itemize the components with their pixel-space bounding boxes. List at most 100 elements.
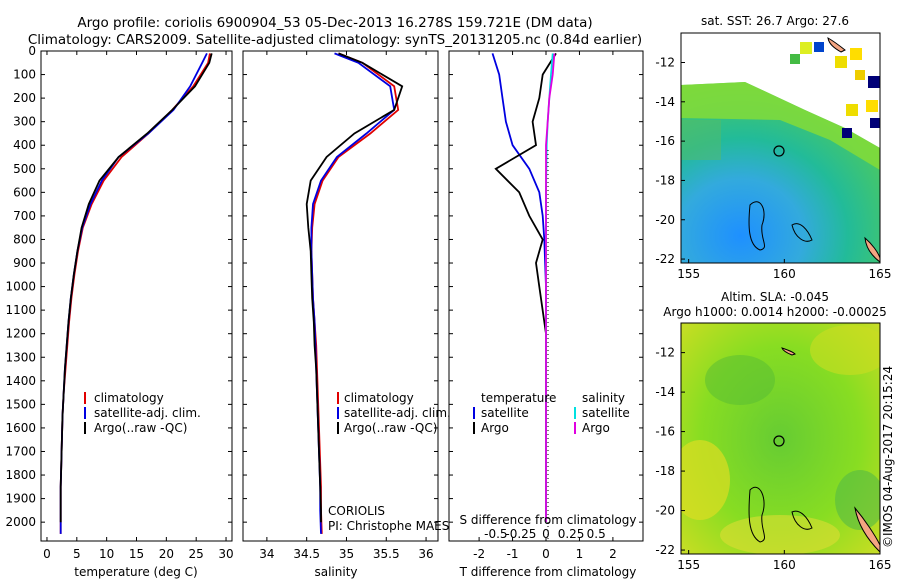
island-outline bbox=[748, 487, 765, 543]
x-tick-label: 2 bbox=[609, 547, 617, 561]
x-tick-label: -1 bbox=[507, 547, 519, 561]
salinity-profiles bbox=[305, 52, 404, 534]
lat-tick-label: -20 bbox=[655, 213, 675, 227]
temperature-panel-frame bbox=[40, 50, 233, 542]
depth-tick-label: 1700 bbox=[5, 444, 36, 458]
depth-tick-label: 700 bbox=[13, 209, 36, 223]
s-difference-tick-label: 0.5 bbox=[587, 527, 606, 541]
landmass bbox=[854, 506, 881, 554]
lat-tick-label: -18 bbox=[655, 173, 675, 187]
legend-temperature-title: temperature bbox=[481, 391, 556, 405]
series-line-temperature-argo bbox=[494, 52, 557, 523]
depth-tick-label: 200 bbox=[13, 91, 36, 105]
x-tick-label: 20 bbox=[159, 547, 174, 561]
salinity-x-axis: 34 34.5 35 35.5 36 bbox=[259, 51, 434, 561]
lon-tick-label: 155 bbox=[677, 558, 700, 572]
landmass bbox=[781, 347, 796, 356]
depth-tick-label: 100 bbox=[13, 68, 36, 82]
x-tick-label: 36 bbox=[418, 547, 433, 561]
depth-tick-label: 1800 bbox=[5, 468, 36, 482]
sst-map-title: sat. SST: 26.7 Argo: 27.6 bbox=[701, 14, 849, 28]
lat-tick-label: -14 bbox=[655, 385, 675, 399]
x-tick-label: 1 bbox=[576, 547, 584, 561]
legend-label-satellite: satellite-adj. clim. bbox=[344, 406, 451, 420]
sst-map-frame bbox=[680, 32, 881, 264]
island-outline bbox=[791, 510, 813, 530]
series-line-satellite-adj-clim- bbox=[310, 52, 396, 534]
sst-map-field bbox=[681, 42, 880, 263]
imos-stamp: ©IMOS 04-Aug-2017 20:15:24 bbox=[881, 366, 895, 548]
legend-label-satellite: satellite-adj. clim. bbox=[94, 406, 201, 420]
legend-label-climatology: climatology bbox=[344, 391, 414, 405]
x-tick-label: 0 bbox=[43, 547, 51, 561]
depth-tick-label: 400 bbox=[13, 138, 36, 152]
depth-tick-label: 300 bbox=[13, 115, 36, 129]
legend-label-temp-argo: Argo bbox=[481, 421, 509, 435]
depth-tick-label: 1300 bbox=[5, 350, 36, 364]
series-line-salinity-argo bbox=[545, 53, 556, 523]
depth-tick-label: 1200 bbox=[5, 327, 36, 341]
x-tick-label: 30 bbox=[218, 547, 233, 561]
x-tick-label: 0 bbox=[542, 547, 550, 561]
series-line-argo-raw-qc- bbox=[59, 53, 213, 523]
x-tick-label: 15 bbox=[129, 547, 144, 561]
x-tick-label: 5 bbox=[73, 547, 81, 561]
lat-tick-label: -16 bbox=[655, 134, 675, 148]
series-line-temperature-satellite bbox=[491, 53, 547, 523]
sla-map-field bbox=[681, 323, 880, 554]
s-difference-tick-label: -0.5 bbox=[484, 527, 507, 541]
sla-map-frame bbox=[680, 322, 881, 555]
x-tick-label: 35 bbox=[339, 547, 354, 561]
s-difference-tick-label: 0 bbox=[542, 527, 550, 541]
island-outline bbox=[748, 201, 765, 251]
lat-tick-label: -22 bbox=[655, 543, 675, 557]
t-difference-label: T difference from climatology bbox=[459, 565, 637, 579]
temperature-axis-label: temperature (deg C) bbox=[74, 565, 197, 579]
depth-tick-label: 900 bbox=[13, 256, 36, 270]
lat-tick-label: -18 bbox=[655, 464, 675, 478]
figure-title-line1: Argo profile: coriolis 6900904_53 05-Dec… bbox=[77, 15, 592, 31]
salinity-axis-label: salinity bbox=[314, 565, 357, 579]
lon-tick-label: 155 bbox=[677, 267, 700, 281]
depth-tick-label: 1600 bbox=[5, 421, 36, 435]
legend-label-sal-satellite: satellite bbox=[582, 406, 630, 420]
lat-tick-label: -12 bbox=[655, 346, 675, 360]
x-tick-label: 34 bbox=[259, 547, 274, 561]
figure-title-line2: Climatology: CARS2009. Satellite-adjuste… bbox=[28, 32, 642, 48]
argo-location-marker bbox=[773, 145, 785, 157]
lon-tick-label: 160 bbox=[773, 267, 796, 281]
depth-tick-label: 2000 bbox=[5, 515, 36, 529]
island-outline bbox=[791, 223, 813, 242]
temperature-profiles bbox=[59, 52, 213, 534]
legend-label-sal-argo: Argo bbox=[582, 421, 610, 435]
x-tick-label: 34.5 bbox=[293, 547, 320, 561]
x-tick-label: 10 bbox=[99, 547, 114, 561]
s-difference-tick-label: -0.25 bbox=[505, 527, 536, 541]
institution-label: CORIOLIS bbox=[328, 504, 385, 518]
legend-label-climatology: climatology bbox=[94, 391, 164, 405]
sla-map-title-line2: Argo h1000: 0.0014 h2000: -0.00025 bbox=[663, 305, 886, 319]
depth-tick-label: 1500 bbox=[5, 397, 36, 411]
salinity-legend: climatology satellite-adj. clim. Argo(..… bbox=[337, 391, 451, 435]
series-line-satellite-adj-clim- bbox=[59, 52, 208, 534]
pi-label: PI: Christophe MAES bbox=[328, 519, 449, 533]
depth-tick-label: 0 bbox=[28, 44, 36, 58]
series-line-argo-raw-qc- bbox=[305, 52, 404, 523]
difference-x-axis: -2 -1 0 1 2 bbox=[473, 51, 617, 561]
lat-tick-label: -16 bbox=[655, 425, 675, 439]
landmass bbox=[827, 37, 846, 53]
x-tick-label: 25 bbox=[189, 547, 204, 561]
series-line-climatology bbox=[310, 52, 400, 534]
depth-axis: 0 100 200 300 400 500 600 700 800 900 1000 1100 1200… bbox=[5, 44, 643, 529]
lat-tick-label: -22 bbox=[655, 252, 675, 266]
depth-tick-label: 800 bbox=[13, 232, 36, 246]
series-line-climatology bbox=[59, 53, 211, 534]
sla-map-title-line1: Altim. SLA: -0.045 bbox=[721, 290, 829, 304]
x-tick-label: -2 bbox=[473, 547, 485, 561]
lat-tick-label: -20 bbox=[655, 504, 675, 518]
s-difference-label: S difference from climatology bbox=[460, 513, 637, 527]
lat-tick-label: -14 bbox=[655, 95, 675, 109]
lon-tick-label: 165 bbox=[869, 267, 892, 281]
